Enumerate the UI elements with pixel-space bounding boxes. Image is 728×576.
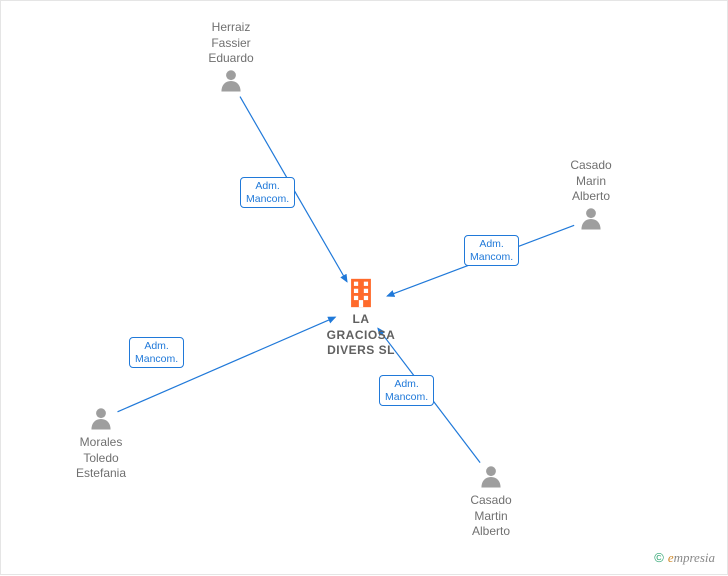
edge-label: Adm.Mancom. xyxy=(464,235,519,266)
person-label: HerraizFassierEduardo xyxy=(186,20,276,67)
edge-label: Adm.Mancom. xyxy=(129,337,184,368)
person-icon xyxy=(477,463,505,491)
brand-rest: mpresia xyxy=(674,550,715,565)
copyright-symbol: © xyxy=(654,550,664,565)
building-icon xyxy=(344,276,378,310)
edge-label: Adm.Mancom. xyxy=(379,375,434,406)
edge-label: Adm.Mancom. xyxy=(240,177,295,208)
company-label: LAGRACIOSADIVERS SL xyxy=(319,312,403,359)
person-label: CasadoMarinAlberto xyxy=(546,158,636,205)
person-icon xyxy=(217,67,245,95)
person-icon xyxy=(87,405,115,433)
watermark: ©empresia xyxy=(654,550,715,566)
person-label: CasadoMartinAlberto xyxy=(446,493,536,540)
person-icon xyxy=(577,205,605,233)
person-label: MoralesToledoEstefania xyxy=(56,435,146,482)
